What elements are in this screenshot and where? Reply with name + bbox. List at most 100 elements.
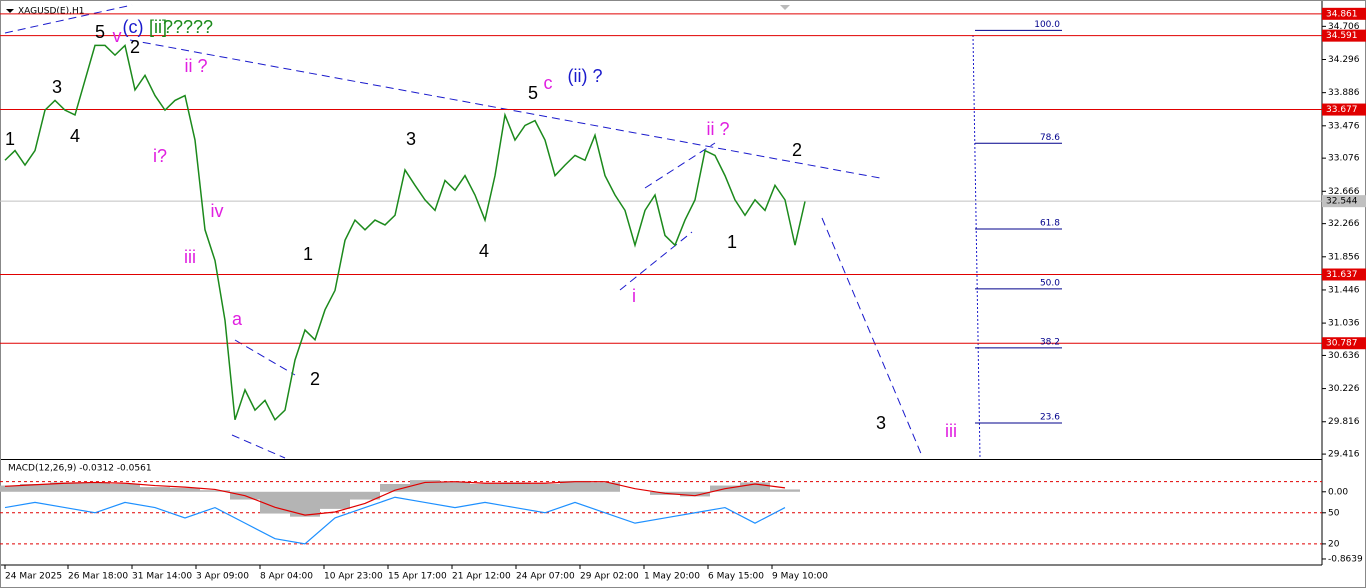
macd-bar xyxy=(20,484,50,492)
wave-label: (ii) ? xyxy=(568,66,603,86)
shift-marker[interactable] xyxy=(780,5,790,10)
y-tick-label: 29.416 xyxy=(1328,450,1360,460)
macd-bar xyxy=(440,482,470,492)
wave-label: 5 xyxy=(528,83,538,103)
x-tick-label: 3 Apr 09:00 xyxy=(196,572,249,582)
wave-label: 3 xyxy=(876,413,886,433)
y-tick-label: 30.226 xyxy=(1328,384,1360,394)
x-tick-label: 21 Apr 12:00 xyxy=(452,572,511,582)
trend-line xyxy=(234,339,296,376)
level-tag xyxy=(1322,268,1366,281)
wave-label: 5 xyxy=(95,22,105,42)
macd-bar xyxy=(770,489,800,492)
wave-label: 1 xyxy=(727,232,737,252)
trend-line xyxy=(619,231,693,291)
level-label: 34.591 xyxy=(1326,31,1358,41)
wave-label: ????? xyxy=(163,17,213,37)
macd-bar xyxy=(350,491,380,500)
macd-bar xyxy=(140,487,170,492)
macd-bar xyxy=(50,482,80,492)
macd-bar xyxy=(530,484,560,492)
macd-bar xyxy=(170,487,200,492)
wave-label: 2 xyxy=(130,37,140,57)
macd-bar xyxy=(560,480,590,492)
current-price-tag xyxy=(1322,195,1366,208)
y2-tick-label: 20 xyxy=(1328,539,1340,549)
x-tick-label: 1 May 20:00 xyxy=(644,572,700,582)
macd-bar xyxy=(380,484,410,492)
symbol-menu[interactable] xyxy=(6,9,14,13)
wave-label: 2 xyxy=(310,369,320,389)
level-label: 34.861 xyxy=(1326,9,1358,19)
x-tick-label: 8 Apr 04:00 xyxy=(260,572,313,582)
macd-title: MACD(12,26,9) -0.0312 -0.0561 xyxy=(8,464,152,474)
wave-label: 4 xyxy=(70,126,80,146)
trend-line xyxy=(231,434,286,459)
y-tick-label: 34.706 xyxy=(1328,22,1360,32)
trend-lines xyxy=(4,4,981,459)
wave-label: i xyxy=(632,286,636,306)
level-label: 31.637 xyxy=(1326,270,1358,280)
wave-label: a xyxy=(232,309,243,329)
x-tick-label: 24 Mar 2025 xyxy=(5,572,62,582)
y-tick-label: -0.8639 xyxy=(1328,554,1363,564)
y-tick-label: 33.076 xyxy=(1328,154,1360,164)
macd-bar xyxy=(110,484,140,492)
trend-line xyxy=(4,4,133,34)
y-tick-label: 31.036 xyxy=(1328,319,1360,329)
y2-tick-label: 50 xyxy=(1328,508,1340,518)
macd-bar xyxy=(200,490,230,492)
wave-label: 4 xyxy=(479,241,489,261)
fib-label: 78.6 xyxy=(1040,133,1060,143)
wave-label: 1 xyxy=(5,129,15,149)
macd-bar xyxy=(470,484,500,492)
wave-label: i? xyxy=(153,146,167,166)
x-tick-label: 26 Mar 18:00 xyxy=(68,572,128,582)
y-tick-label: 31.856 xyxy=(1328,252,1360,262)
x-tick-label: 10 Apr 23:00 xyxy=(324,572,383,582)
fib-label: 50.0 xyxy=(1040,278,1060,288)
wave-label: iii xyxy=(945,421,957,441)
wave-label: v xyxy=(113,26,122,46)
wave-label: ii ? xyxy=(706,119,729,139)
wave-label: [ii] xyxy=(149,17,167,37)
level-tag xyxy=(1322,7,1366,20)
fib-label: 38.2 xyxy=(1040,337,1060,347)
price-line xyxy=(4,43,806,422)
wave-label: (c) xyxy=(123,17,144,37)
x-tick-label: 15 Apr 17:00 xyxy=(388,572,447,582)
macd-bar xyxy=(680,491,710,497)
x-tick-label: 29 Apr 02:00 xyxy=(580,572,639,582)
wave-label: 2 xyxy=(792,140,802,160)
wave-label: 3 xyxy=(406,129,416,149)
x-tick-label: 24 Apr 07:00 xyxy=(516,572,575,582)
y-tick-label: 0.00 xyxy=(1328,487,1348,497)
wave-label: c xyxy=(544,73,553,93)
signal-line xyxy=(4,481,786,516)
wave-label: 1 xyxy=(303,244,313,264)
fib-label: 100.0 xyxy=(1034,20,1060,30)
macd-bar xyxy=(320,491,350,509)
y-tick-label: 32.666 xyxy=(1328,187,1360,197)
wave-label: iii xyxy=(184,247,196,267)
wave-label: iv xyxy=(211,201,224,221)
level-label: 33.677 xyxy=(1326,105,1358,115)
macd-bar xyxy=(590,482,620,492)
projection-line xyxy=(821,217,923,457)
y-tick-label: 29.816 xyxy=(1328,417,1360,427)
trend-line xyxy=(129,39,881,179)
fib-label: 23.6 xyxy=(1040,413,1060,423)
wave-label: 3 xyxy=(52,77,62,97)
level-label: 30.787 xyxy=(1326,339,1358,349)
y-tick-label: 30.636 xyxy=(1328,351,1360,361)
oscillator-line xyxy=(4,496,786,545)
y-tick-label: 31.446 xyxy=(1328,285,1360,295)
level-tag xyxy=(1322,103,1366,116)
y-tick-label: 33.476 xyxy=(1328,121,1360,131)
macd-bar xyxy=(410,480,440,492)
macd-bar xyxy=(500,482,530,492)
trend-line xyxy=(644,142,716,189)
wave-label: ii ? xyxy=(184,56,207,76)
